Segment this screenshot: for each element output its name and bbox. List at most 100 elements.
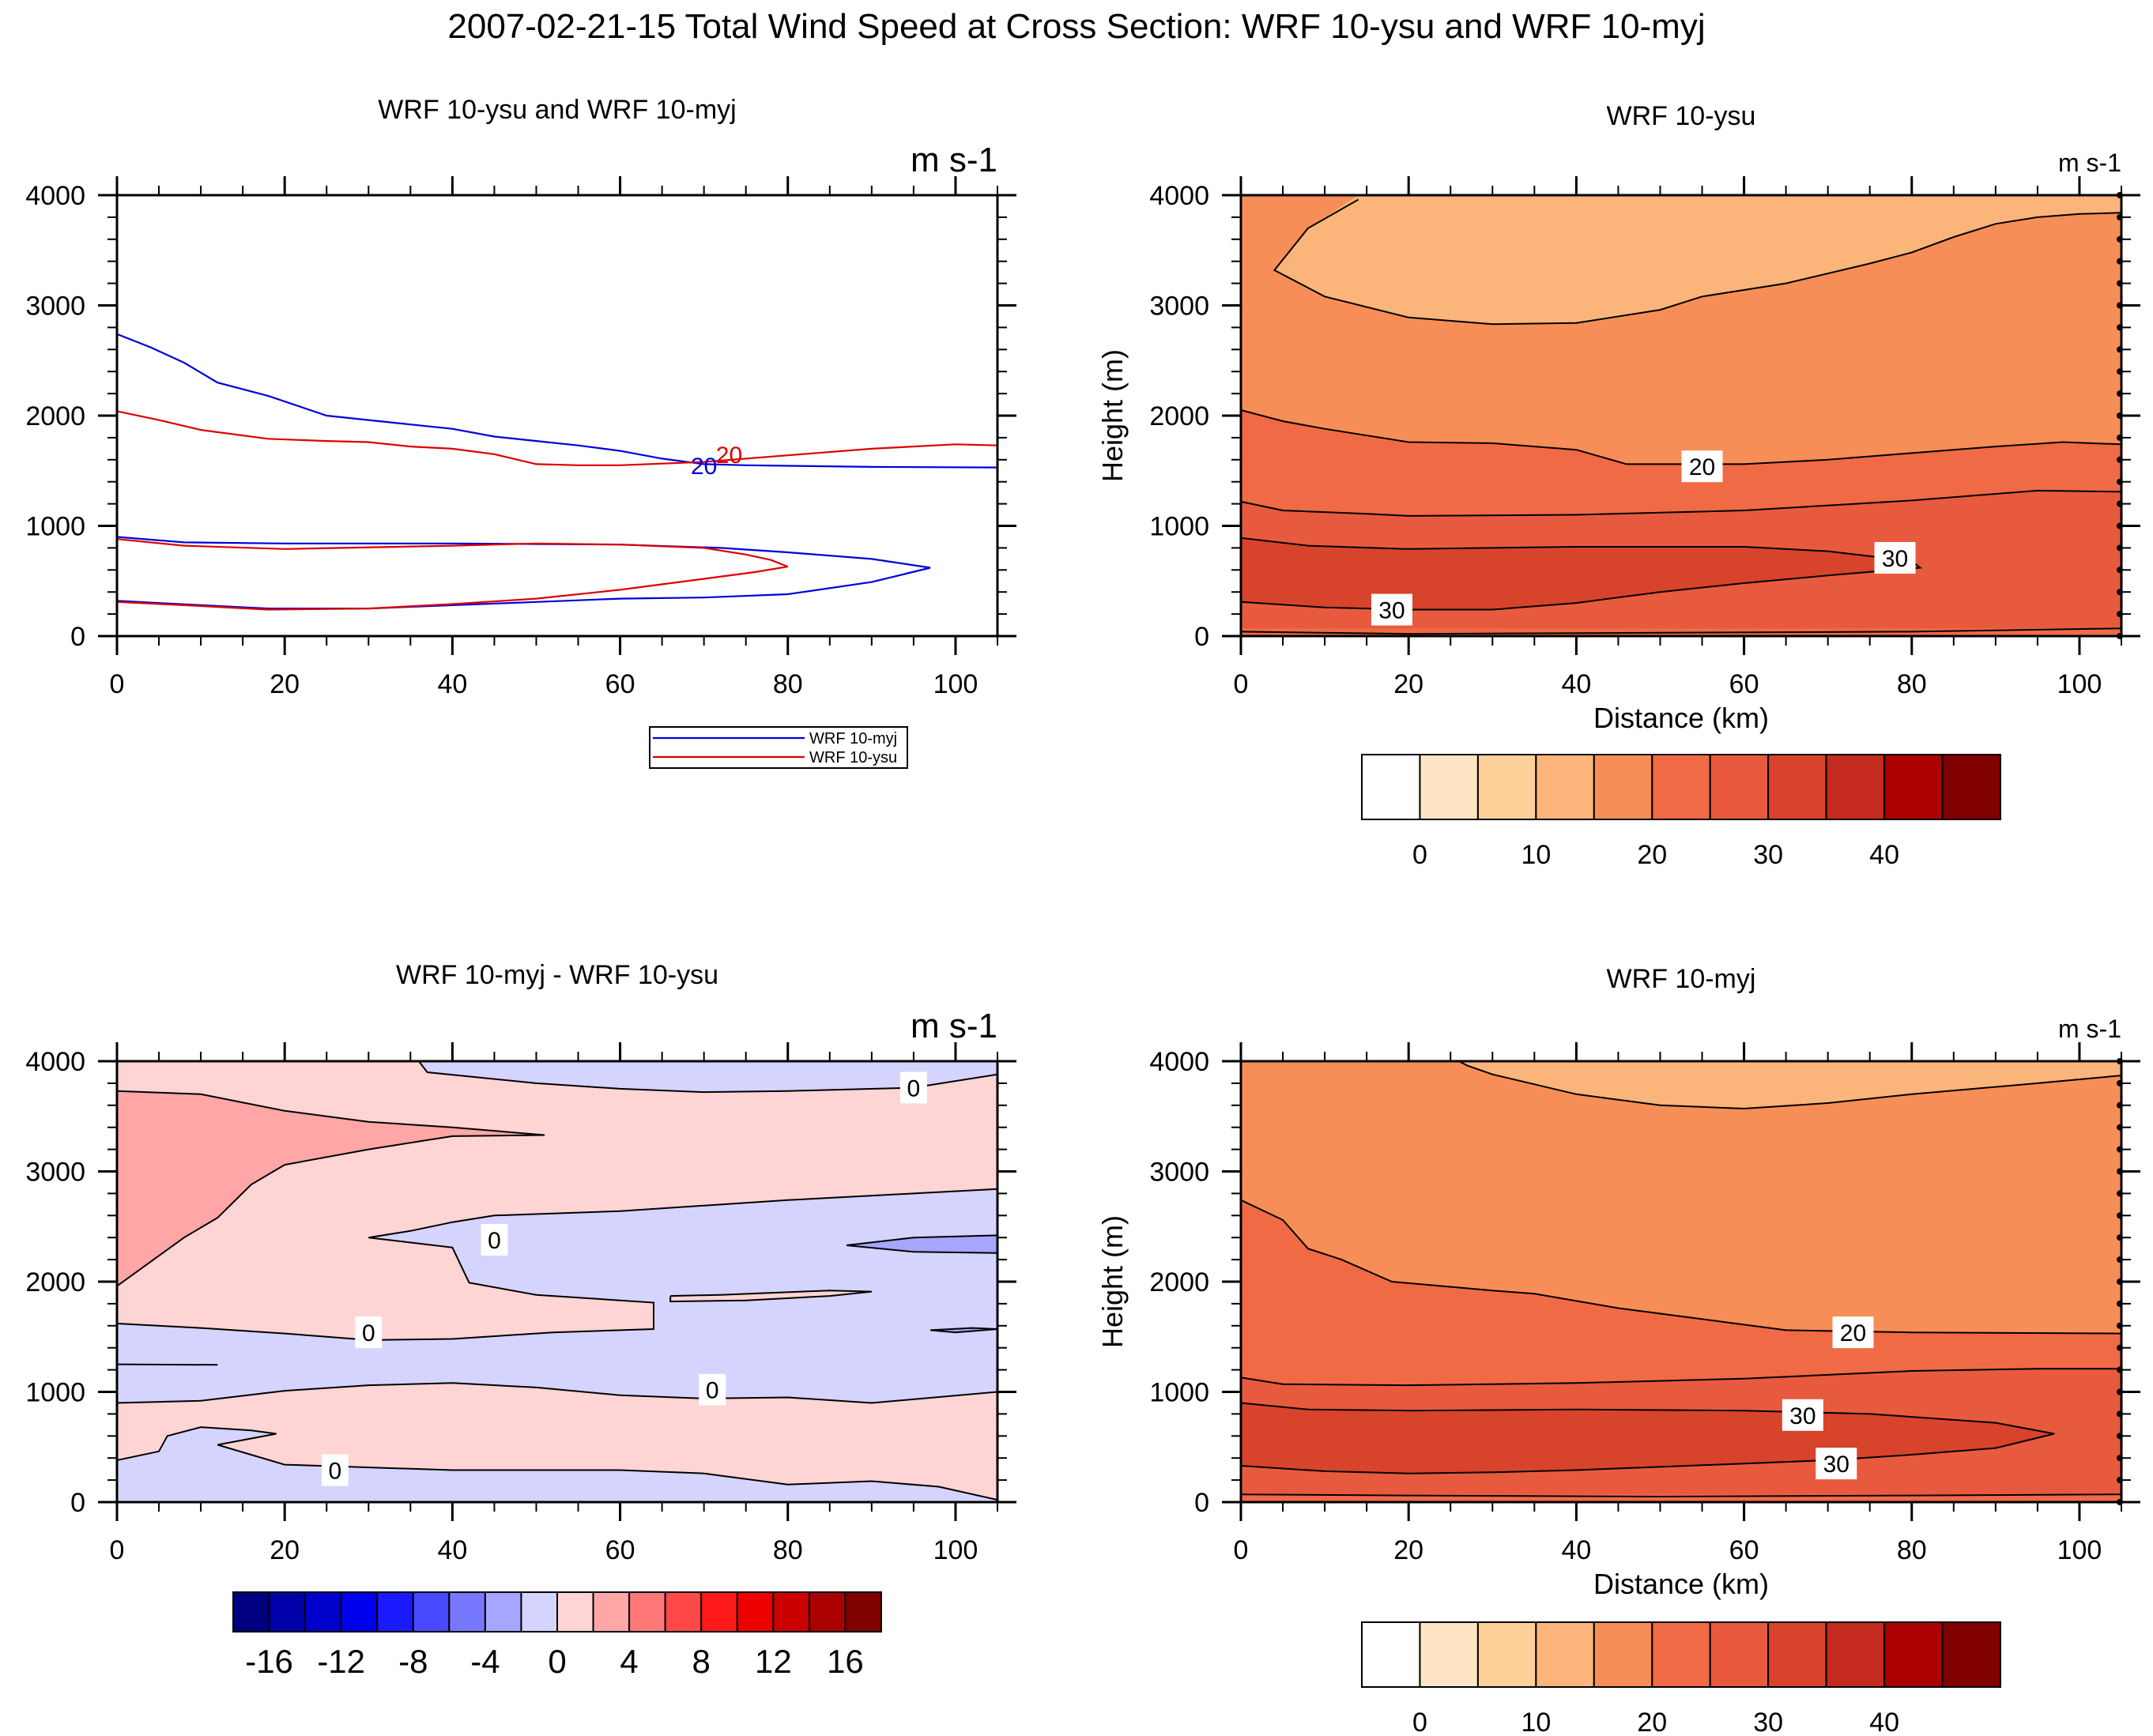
contour-line	[930, 1327, 997, 1334]
edge-marker	[2117, 1366, 2123, 1373]
edge-marker	[2117, 302, 2123, 309]
x-tick-label: 0	[1234, 669, 1249, 699]
colorbar-tick-label: 20	[1637, 840, 1667, 870]
series-line-wrf-10-ysu	[117, 566, 788, 611]
y-axis-label: Height (m)	[1096, 1215, 1129, 1348]
colorbar-swatch	[1825, 1621, 1886, 1688]
edge-marker	[2117, 456, 2123, 463]
edge-marker	[2117, 368, 2123, 375]
contour-label-box	[699, 1373, 726, 1406]
legend: WRF 10-myj WRF 10-ysu	[649, 726, 908, 769]
edge-marker	[2117, 500, 2123, 507]
units-label: m s-1	[911, 1007, 997, 1045]
y-tick-label: 1000	[25, 1378, 85, 1408]
colorbar-tick-label: -4	[470, 1643, 500, 1680]
contour-line	[1241, 1199, 2121, 1335]
x-tick-label: 0	[110, 1535, 125, 1565]
edge-marker	[2117, 544, 2123, 552]
colorbar-swatch	[1535, 754, 1595, 820]
x-tick-label: 40	[1561, 1535, 1591, 1565]
x-tick-label: 20	[270, 1535, 300, 1565]
contour-label: 0	[907, 1075, 921, 1101]
colorbar-swatch	[1361, 1621, 1421, 1688]
contour-label-box	[1782, 1399, 1823, 1431]
series-contour-label: 20	[716, 442, 742, 469]
contour-label-box	[1874, 541, 1916, 574]
edge-marker	[2117, 633, 2123, 639]
y-tick-label: 4000	[1149, 1047, 1209, 1077]
colorbar: -16 -12 -8 -4 0 4 8 12 16	[232, 1591, 883, 1680]
x-tick-label: 80	[773, 1535, 803, 1565]
colorbar-tick-label: -12	[317, 1643, 365, 1680]
colorbar-swatch	[556, 1591, 594, 1632]
colorbar-tick-label: 40	[1869, 1708, 1899, 1736]
contour-label: 30	[1378, 598, 1405, 624]
contour-line	[117, 1382, 997, 1404]
colorbar-swatch	[1883, 1621, 1944, 1688]
series-contour-label: 20	[691, 454, 717, 480]
colorbar-swatch	[1535, 1621, 1595, 1688]
colorbar-tick-label: 40	[1869, 840, 1899, 870]
colorbar-tick-label: 0	[1412, 840, 1427, 870]
contour-fill-2-4	[670, 1290, 872, 1302]
contour-label: 0	[706, 1378, 719, 1404]
x-tick-label: 60	[605, 1535, 635, 1565]
colorbar-swatch	[448, 1591, 486, 1632]
colorbar-swatch	[340, 1591, 379, 1632]
colorbar-tick-label: 30	[1753, 840, 1783, 870]
colorbar-swatch	[1941, 754, 2001, 820]
edge-marker	[2117, 478, 2123, 485]
x-tick-label: 60	[1729, 669, 1759, 699]
x-tick-label: 20	[270, 669, 300, 699]
x-tick-label: 40	[437, 1535, 467, 1565]
colorbar-swatch	[1361, 754, 1421, 820]
colorbar-tick-label: 4	[620, 1643, 638, 1680]
edge-marker	[2117, 1058, 2123, 1064]
x-tick-label: 80	[773, 669, 803, 699]
axis-ticks	[98, 176, 1016, 655]
contour-label-box	[899, 1071, 927, 1104]
x-axis-label: Distance (km)	[1593, 1568, 1769, 1600]
panel-title: WRF 10-myj	[1607, 964, 1756, 994]
series-line-wrf-10-myj	[117, 567, 931, 610]
y-tick-label: 1000	[1149, 1378, 1209, 1408]
colorbar-swatch	[1825, 754, 1886, 820]
panel-title: WRF 10-ysu and WRF 10-myj	[378, 95, 736, 125]
series-line-wrf-10-ysu	[117, 410, 997, 466]
x-tick-label: 20	[1393, 1535, 1423, 1565]
colorbar-tick-label: 16	[827, 1643, 864, 1680]
colorbar-swatch	[484, 1591, 522, 1632]
edge-marker	[2117, 280, 2123, 287]
contour-line	[418, 1061, 997, 1094]
colorbar-tick-label: 0	[1412, 1708, 1427, 1736]
edge-marker	[2117, 1499, 2123, 1505]
colorbar-swatch	[628, 1591, 666, 1632]
contour-line	[846, 1234, 997, 1254]
contour-label: 20	[1689, 454, 1715, 480]
colorbar-swatch	[412, 1591, 451, 1632]
colorbar-swatch	[1476, 1621, 1537, 1688]
colorbar: 0 10 20 30 40	[1361, 754, 2001, 870]
colorbar-swatch	[736, 1591, 775, 1632]
y-tick-label: 0	[70, 622, 85, 652]
contour-label: 0	[488, 1228, 501, 1254]
edge-marker	[2117, 1410, 2123, 1418]
plot-area	[1241, 195, 2121, 636]
y-axis-label: Height (m)	[1096, 349, 1129, 482]
contour-line	[1241, 1368, 2121, 1387]
x-tick-label: 0	[110, 669, 125, 699]
edge-marker	[2117, 1455, 2123, 1462]
contour-line	[117, 1426, 997, 1501]
plot-area	[117, 1061, 997, 1502]
edge-marker	[2117, 1212, 2123, 1219]
x-tick-label: 60	[605, 669, 635, 699]
edge-marker	[2117, 1079, 2123, 1086]
edge-marker	[2117, 589, 2123, 596]
x-tick-label: 100	[2057, 1535, 2102, 1565]
edge-marker	[2117, 1388, 2123, 1395]
x-tick-label: 100	[2057, 669, 2102, 699]
